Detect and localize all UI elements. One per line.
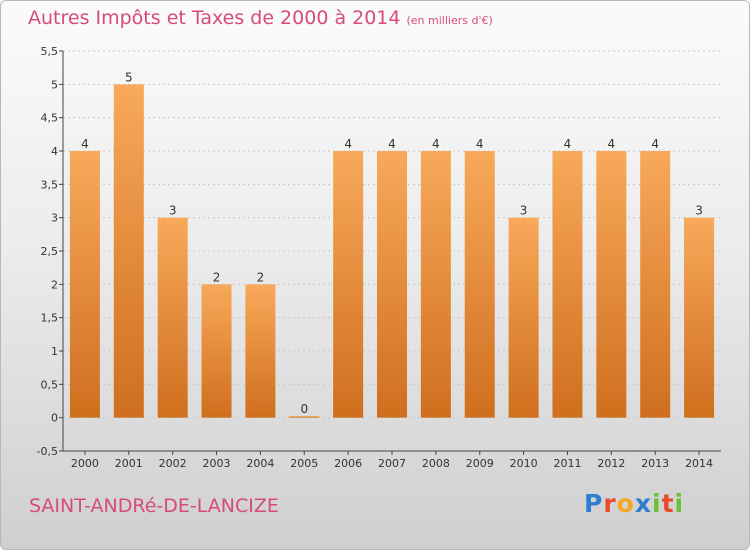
- y-tick-label: 4: [51, 145, 58, 158]
- data-label-2014: 3: [695, 204, 703, 218]
- y-tick-label: 3,5: [41, 178, 59, 191]
- data-label-2003: 2: [213, 270, 221, 284]
- chart-title: Autres Impôts et Taxes de 2000 à 2014: [28, 7, 401, 29]
- x-tick-labels: 2000 2001 2002 2003 2004 2005 2006 2007 2008 2009…: [71, 457, 713, 470]
- proxiti-logo[interactable]: Proxiti: [584, 489, 684, 518]
- data-labels: 4 5 3 2 2 0 4 4 4 4 3 4 4 4 3: [81, 70, 703, 416]
- bars: [69, 84, 715, 418]
- logo-letter: P: [584, 489, 604, 518]
- bar-2003: [201, 284, 232, 418]
- axes: [59, 50, 721, 455]
- bar-2005: [289, 416, 320, 418]
- x-tick-label-2014: 2014: [685, 457, 713, 470]
- bar-2012: [596, 151, 627, 418]
- bar-2002: [157, 217, 188, 418]
- data-label-2001: 5: [125, 70, 133, 84]
- x-tick-label-2003: 2003: [203, 457, 231, 470]
- chart-subtitle: (en milliers d'€): [406, 14, 493, 27]
- x-tick-label-2008: 2008: [422, 457, 450, 470]
- bar-2009: [464, 151, 495, 418]
- bar-2010: [508, 217, 539, 418]
- data-label-2011: 4: [564, 137, 572, 151]
- y-tick-label: -0,5: [37, 445, 58, 458]
- logo-letter: t: [661, 489, 675, 518]
- bar-2006: [333, 151, 364, 418]
- bar-2013: [640, 151, 671, 418]
- logo-letter: o: [616, 489, 635, 518]
- y-tick-label: 4,5: [41, 112, 59, 125]
- bar-2001: [113, 84, 144, 418]
- logo-letter: r: [603, 489, 617, 518]
- data-label-2004: 2: [257, 270, 265, 284]
- x-tick-label-2001: 2001: [115, 457, 143, 470]
- bar-2000: [69, 151, 100, 418]
- logo-letter: i: [674, 489, 685, 518]
- logo-letter: x: [634, 489, 652, 518]
- bar-2011: [552, 151, 583, 418]
- data-label-2008: 4: [432, 137, 440, 151]
- y-tick-labels: -0,5 0 0,5 1 1,5 2 2,5 3 3,5 4 4,5 5 5,5: [37, 45, 58, 458]
- data-label-2013: 4: [651, 137, 659, 151]
- data-label-2012: 4: [608, 137, 616, 151]
- title-row: Autres Impôts et Taxes de 2000 à 2014 (en…: [28, 7, 493, 29]
- y-tick-label: 0,5: [41, 378, 59, 391]
- bar-2007: [377, 151, 407, 418]
- x-tick-label-2004: 2004: [246, 457, 274, 470]
- data-label-2010: 3: [520, 204, 528, 218]
- bar-2014: [684, 217, 715, 418]
- data-label-2009: 4: [476, 137, 484, 151]
- x-tick-label-2007: 2007: [378, 457, 406, 470]
- y-tick-label: 5,5: [41, 45, 59, 58]
- x-tick-label-2002: 2002: [159, 457, 187, 470]
- y-tick-label: 0: [51, 412, 58, 425]
- y-tick-label: 1: [51, 345, 58, 358]
- bar-2008: [420, 151, 451, 418]
- y-tick-label: 1,5: [41, 312, 59, 325]
- x-tick-label-2005: 2005: [290, 457, 318, 470]
- x-tick-label-2010: 2010: [510, 457, 538, 470]
- data-label-2006: 4: [344, 137, 352, 151]
- y-tick-label: 5: [51, 78, 58, 91]
- data-label-2002: 3: [169, 204, 177, 218]
- data-label-2000: 4: [81, 137, 89, 151]
- x-tick-label-2012: 2012: [597, 457, 625, 470]
- x-tick-label-2009: 2009: [466, 457, 494, 470]
- commune-name: SAINT-ANDRé-DE-LANCIZE: [29, 495, 279, 517]
- data-label-2005: 0: [300, 402, 308, 416]
- x-tick-label-2006: 2006: [334, 457, 362, 470]
- y-tick-label: 2,5: [41, 245, 59, 258]
- y-tick-label: 3: [51, 212, 58, 225]
- y-tick-label: 2: [51, 278, 58, 291]
- x-tick-label-2000: 2000: [71, 457, 99, 470]
- logo-letter: i: [652, 489, 662, 518]
- data-label-2007: 4: [388, 137, 396, 151]
- bar-2004: [245, 284, 276, 418]
- x-tick-label-2013: 2013: [641, 457, 669, 470]
- x-tick-label-2011: 2011: [553, 457, 581, 470]
